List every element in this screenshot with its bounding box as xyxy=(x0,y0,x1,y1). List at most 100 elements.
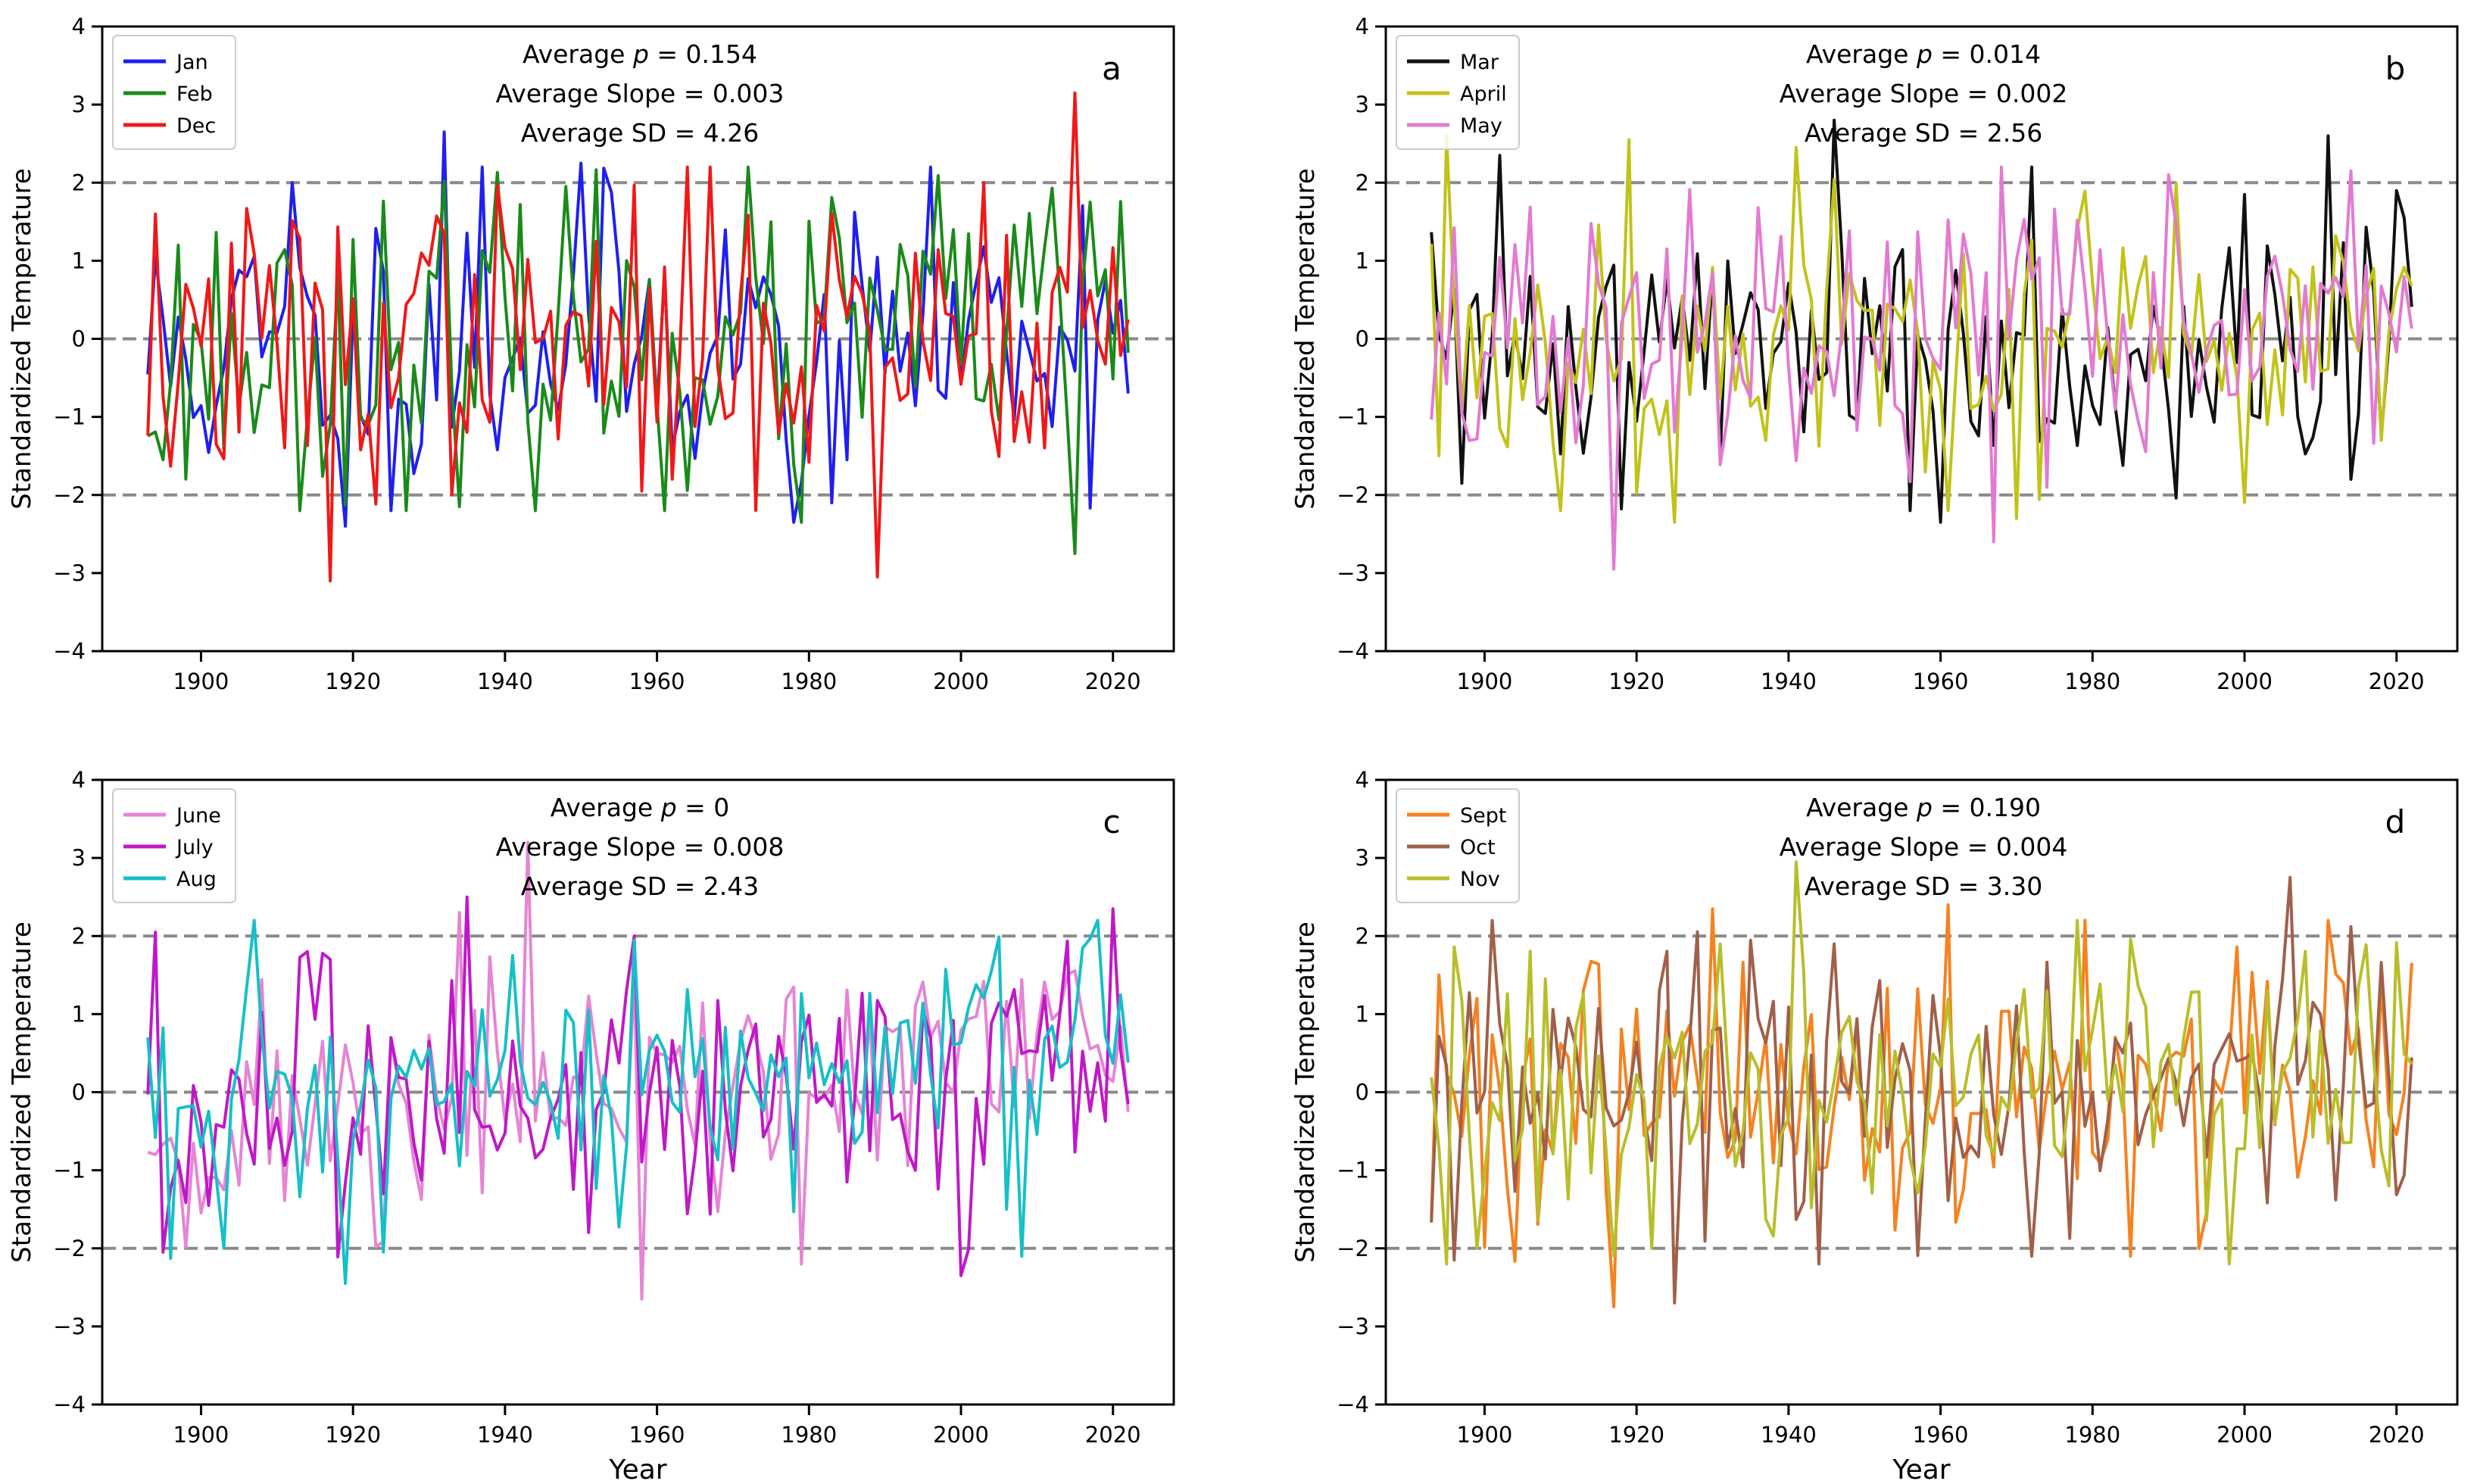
y-tick-label: 2 xyxy=(72,923,86,949)
x-tick-label: 1940 xyxy=(1761,1422,1817,1448)
stats-annotation: Average SD = 2.43 xyxy=(521,871,759,901)
y-tick-label: 0 xyxy=(1355,1080,1369,1105)
stats-annotation: Average p = 0.190 xyxy=(1806,793,2041,822)
panel-label: d xyxy=(2385,803,2406,840)
legend-label: May xyxy=(1460,114,1502,138)
y-tick-label: −2 xyxy=(1337,1236,1369,1261)
x-tick-label: 2000 xyxy=(933,1422,989,1448)
x-axis-label: Year xyxy=(1892,1454,1950,1484)
y-tick-label: −1 xyxy=(1337,1158,1369,1183)
legend-label: July xyxy=(175,836,214,859)
y-tick-label: 3 xyxy=(72,92,86,117)
y-axis-label: Standardized Temperature xyxy=(7,168,37,510)
legend-box xyxy=(112,35,236,150)
legend-label: Dec xyxy=(176,114,216,138)
x-tick-label: 1960 xyxy=(1913,1422,1969,1448)
x-tick-label: 1960 xyxy=(629,669,685,694)
legend-label: Aug xyxy=(176,868,217,891)
legend: Sept Oct Nov xyxy=(1396,788,1520,903)
y-tick-label: 3 xyxy=(1355,92,1369,117)
x-tick-label: 1940 xyxy=(477,1422,533,1448)
x-tick-label: 1900 xyxy=(173,1422,229,1448)
y-tick-label: −3 xyxy=(1337,1314,1369,1339)
y-tick-label: 4 xyxy=(1355,14,1369,39)
y-tick-label: 0 xyxy=(1355,326,1369,352)
panel-label: c xyxy=(1103,803,1120,840)
x-tick-label: 2000 xyxy=(933,669,989,694)
stats-annotation: Average p = 0 xyxy=(551,793,730,822)
legend-box xyxy=(112,788,236,903)
y-tick-label: 0 xyxy=(72,1080,86,1105)
legend-box xyxy=(1396,35,1520,150)
y-tick-label: −1 xyxy=(53,404,86,430)
legend: Jan Feb Dec xyxy=(112,35,236,150)
y-tick-label: −1 xyxy=(1337,404,1369,430)
y-tick-label: −2 xyxy=(53,1236,86,1261)
panel-a: −4 −3 −2 −1 0 1 2 3 4 1900 1920 1940 1960 1980 2000 202… xyxy=(7,14,1175,694)
x-tick-label: 1900 xyxy=(1457,1422,1513,1448)
x-tick-label: 1940 xyxy=(1761,669,1817,694)
y-tick-label: −1 xyxy=(53,1158,86,1183)
y-tick-label: −3 xyxy=(53,1314,86,1339)
x-tick-label: 1940 xyxy=(477,669,533,694)
y-tick-label: −4 xyxy=(53,1392,86,1417)
x-tick-label: 2000 xyxy=(2217,1422,2273,1448)
x-tick-label: 1980 xyxy=(2064,1422,2120,1448)
series-line-nov xyxy=(1430,860,2413,1266)
y-tick-label: −2 xyxy=(1337,482,1369,508)
y-tick-label: 4 xyxy=(72,767,86,793)
x-tick-label: 2020 xyxy=(2369,669,2425,694)
x-tick-label: 1960 xyxy=(629,1422,685,1448)
legend-label: Feb xyxy=(176,83,213,106)
series-line-oct xyxy=(1430,875,2413,1305)
panel-d: −4 −3 −2 −1 0 1 2 3 4 1900 1920 1940 1960 1980 2000 202… xyxy=(1290,767,2459,1484)
legend-label: June xyxy=(175,804,221,828)
x-tick-label: 1920 xyxy=(1608,669,1664,694)
x-tick-label: 2020 xyxy=(1085,1422,1141,1448)
stats-annotation: Average Slope = 0.008 xyxy=(496,832,785,862)
x-tick-label: 1920 xyxy=(325,1422,381,1448)
panel-label: a xyxy=(1102,50,1122,87)
stats-annotation: Average Slope = 0.004 xyxy=(1780,832,2068,862)
y-tick-label: −3 xyxy=(53,560,86,586)
stats-annotation: Average p = 0.014 xyxy=(1806,39,2041,69)
stats-annotation: Average SD = 3.30 xyxy=(1805,871,2042,901)
y-tick-label: −4 xyxy=(1337,638,1369,664)
series-line-april xyxy=(1430,134,2413,524)
y-tick-label: 4 xyxy=(1355,767,1369,793)
panel-c: −4 −3 −2 −1 0 1 2 3 4 1900 1920 1940 1960 1980 2000 202… xyxy=(7,767,1175,1484)
y-tick-label: 2 xyxy=(1355,170,1369,195)
legend-label: Mar xyxy=(1460,51,1499,74)
stats-annotation: Average p = 0.154 xyxy=(523,39,757,69)
series-line-aug xyxy=(146,918,1130,1286)
stats-annotation: Average Slope = 0.002 xyxy=(1780,79,2068,108)
x-tick-label: 1960 xyxy=(1913,669,1969,694)
y-tick-label: −4 xyxy=(53,638,86,664)
stats-annotation: Average SD = 2.56 xyxy=(1805,118,2042,148)
x-tick-label: 1920 xyxy=(325,669,381,694)
x-tick-label: 1920 xyxy=(1608,1422,1664,1448)
y-tick-label: 1 xyxy=(72,248,86,273)
x-tick-label: 2020 xyxy=(1085,669,1141,694)
y-tick-label: 1 xyxy=(1355,248,1369,273)
legend-label: Oct xyxy=(1460,836,1496,859)
y-tick-label: −3 xyxy=(1337,560,1369,586)
series-line-may xyxy=(1430,165,2413,571)
y-axis-label: Standardized Temperature xyxy=(7,921,37,1263)
series-line-july xyxy=(146,895,1130,1277)
series-line-mar xyxy=(1430,118,2413,524)
y-tick-label: 2 xyxy=(1355,923,1369,949)
legend-label: Nov xyxy=(1460,868,1500,891)
y-tick-label: 3 xyxy=(72,845,86,871)
legend: June July Aug xyxy=(112,788,236,903)
y-tick-label: 0 xyxy=(72,326,86,352)
series-line-dec xyxy=(146,91,1130,583)
x-tick-label: 1900 xyxy=(1457,669,1513,694)
stats-annotation: Average SD = 4.26 xyxy=(521,118,759,148)
x-tick-label: 1980 xyxy=(2064,669,2120,694)
x-tick-label: 1980 xyxy=(781,669,837,694)
series-line-sept xyxy=(1430,903,2413,1309)
x-tick-label: 2020 xyxy=(2369,1422,2425,1448)
legend-label: Jan xyxy=(175,51,208,74)
